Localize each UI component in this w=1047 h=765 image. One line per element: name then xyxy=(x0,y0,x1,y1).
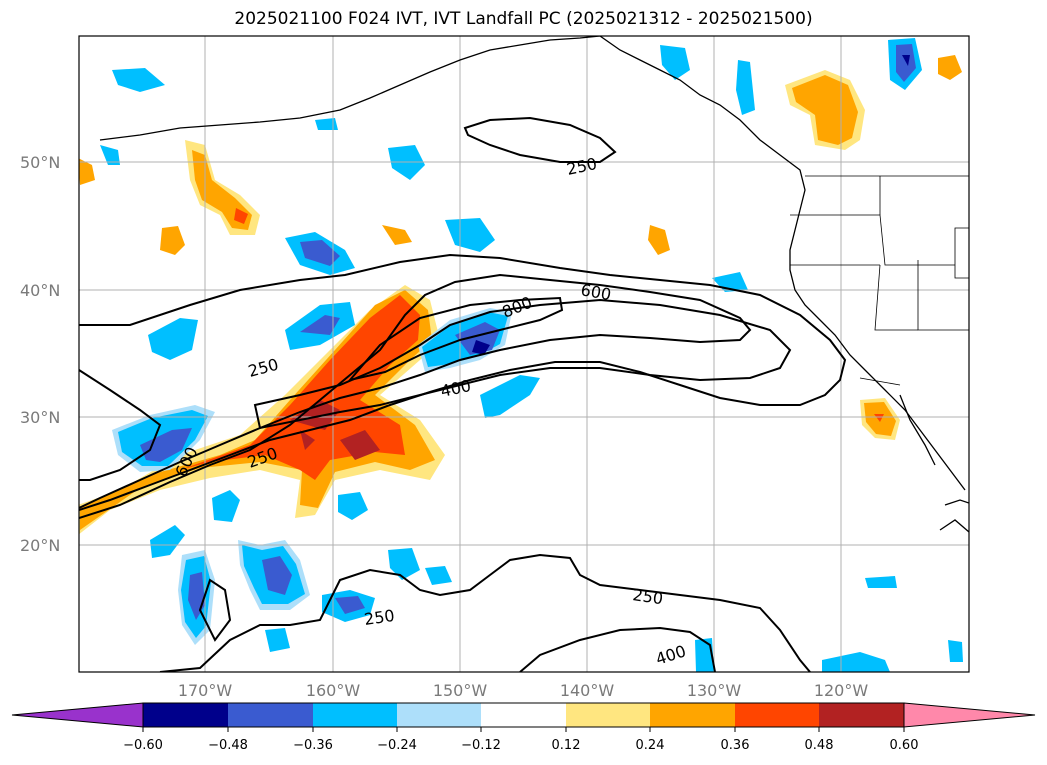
colorbar-bin xyxy=(313,703,397,727)
negative-anomaly-26 xyxy=(948,640,963,662)
colorbar-extend-right xyxy=(903,702,1036,728)
colorbar-tick-label: −0.60 xyxy=(123,738,163,753)
negative-anomaly-8 xyxy=(148,318,198,360)
positive-anomaly-ar-dark xyxy=(290,400,380,460)
colorbar-bin xyxy=(566,703,650,727)
negative-anomaly-24 xyxy=(822,652,890,672)
colorbar-tick-label: 0.12 xyxy=(552,738,581,753)
lon-label-120w: 120°W xyxy=(814,681,869,700)
colorbar-ticks xyxy=(142,727,905,732)
positive-anomaly-north-red xyxy=(234,208,248,224)
positive-anomaly-small-1 xyxy=(160,226,185,255)
colorbar-tick-label: −0.36 xyxy=(293,738,333,753)
lat-label-40n: 40°N xyxy=(20,281,60,300)
negative-anomaly-14-deep xyxy=(262,556,292,595)
lat-label-50n: 50°N xyxy=(20,153,60,172)
map-title: 2025021100 F024 IVT, IVT Landfall PC (20… xyxy=(234,9,813,29)
anomaly-shading xyxy=(79,38,963,672)
negative-anomaly-6 xyxy=(100,145,120,165)
contour-label-250-left: 250 xyxy=(246,355,280,381)
colorbar-bin xyxy=(228,703,313,727)
negative-anomaly-27 xyxy=(695,638,714,672)
graticule xyxy=(79,36,969,672)
colorbar-bin xyxy=(650,703,735,727)
negative-anomaly-7 xyxy=(315,118,338,130)
colorbar-bin xyxy=(735,703,819,727)
negative-anomaly-13 xyxy=(150,525,185,558)
negative-anomaly-ar-core xyxy=(472,340,490,355)
negative-anomaly-19 xyxy=(265,628,290,652)
colorbar-outline xyxy=(142,702,905,728)
colorbar: −0.60 −0.48 −0.36 −0.24 −0.12 0.12 0.24 … xyxy=(11,702,1036,753)
longitude-labels: 170°W 160°W 150°W 140°W 130°W 120°W xyxy=(178,681,869,700)
negative-anomaly-1-deep xyxy=(300,315,340,335)
colorbar-bin xyxy=(397,703,481,727)
lon-label-170w: 170°W xyxy=(178,681,233,700)
colorbar-tick-label: 0.24 xyxy=(636,738,665,753)
colorbar-bin xyxy=(819,703,904,727)
colorbar-tick-label: −0.12 xyxy=(461,738,501,753)
negative-anomaly-2-deep xyxy=(300,240,340,266)
negative-anomaly-18 xyxy=(425,566,452,585)
colorbar-bin xyxy=(143,703,228,727)
lat-label-20n: 20°N xyxy=(20,536,60,555)
positive-anomaly-baja-red xyxy=(874,414,884,422)
negative-anomaly-11 xyxy=(212,490,240,522)
latitude-labels: 50°N 40°N 30°N 20°N xyxy=(20,153,60,555)
lon-label-160w: 160°W xyxy=(306,681,361,700)
positive-anomaly-small-4 xyxy=(382,225,412,245)
negative-anomaly-22-core xyxy=(902,55,910,66)
map-frame xyxy=(78,35,970,673)
positive-anomaly-small-5 xyxy=(938,55,962,80)
colorbar-extend-left xyxy=(11,702,144,728)
negative-anomaly-20 xyxy=(660,45,690,80)
negative-anomaly-17 xyxy=(388,548,420,580)
positive-anomaly-small-3 xyxy=(648,225,670,255)
political-borders xyxy=(790,175,969,386)
negative-anomaly-9-deep xyxy=(140,428,192,462)
colorbar-tick-label: −0.48 xyxy=(208,738,248,753)
negative-anomaly-25 xyxy=(865,576,897,588)
colorbar-tick-label: 0.36 xyxy=(721,738,750,753)
ivt-contours xyxy=(79,116,847,672)
positive-anomaly-small-2 xyxy=(79,158,95,185)
negative-anomaly-12 xyxy=(338,492,368,520)
contour-label-400-south: 400 xyxy=(653,641,688,669)
contour-label-250-north: 250 xyxy=(565,154,599,179)
negative-anomaly-10 xyxy=(480,375,540,418)
contour-label-250-south-west: 250 xyxy=(363,606,396,629)
lon-label-140w: 140°W xyxy=(560,681,615,700)
colorbar-tick-label: −0.24 xyxy=(377,738,417,753)
negative-anomaly-3 xyxy=(445,218,495,252)
lon-label-130w: 130°W xyxy=(687,681,742,700)
negative-anomaly-5 xyxy=(112,68,165,92)
negative-anomaly-16-deep xyxy=(335,596,365,614)
contour-label-800: 800 xyxy=(499,293,534,322)
colorbar-tick-label: 0.48 xyxy=(805,738,834,753)
lat-label-30n: 30°N xyxy=(20,408,60,427)
colorbar-tick-label: 0.60 xyxy=(890,738,919,753)
negative-anomaly-21 xyxy=(736,60,755,115)
contour-label-400-mid: 400 xyxy=(439,376,473,401)
lon-label-150w: 150°W xyxy=(433,681,488,700)
coastlines xyxy=(99,36,969,533)
negative-anomaly-22-deep xyxy=(896,44,916,82)
colorbar-bin xyxy=(481,703,566,727)
contour-label-250-south-east: 250 xyxy=(631,585,664,608)
